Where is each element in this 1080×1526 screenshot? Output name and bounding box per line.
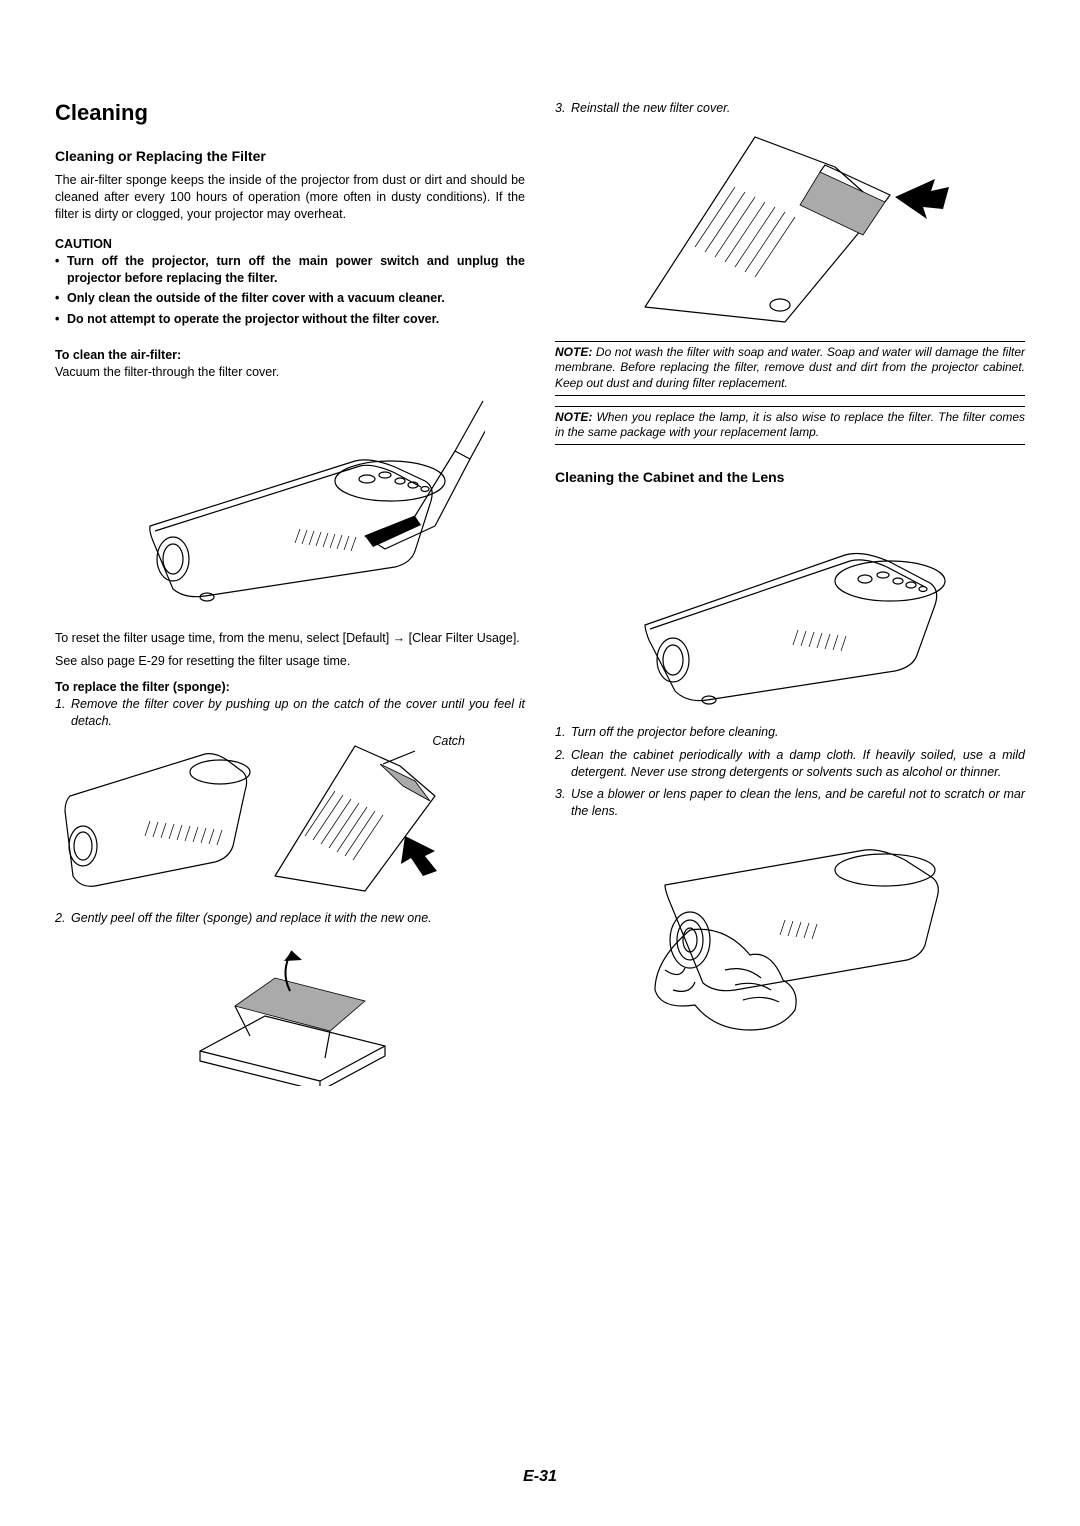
section-cabinet-heading: Cleaning the Cabinet and the Lens — [555, 469, 1025, 485]
step: Gently peel off the filter (sponge) and … — [55, 910, 525, 927]
step: Reinstall the new filter cover. — [555, 100, 1025, 117]
catch-label: Catch — [432, 734, 465, 748]
figure-cabinet — [555, 495, 1025, 710]
sponge-svg — [180, 936, 400, 1086]
cabinet-svg — [595, 495, 985, 710]
projector-vacuum-svg — [95, 391, 485, 616]
replace-steps-3: Reinstall the new filter cover. — [555, 100, 1025, 117]
lens-svg — [595, 830, 985, 1040]
replace-steps-2: Gently peel off the filter (sponge) and … — [55, 910, 525, 927]
reset-text: To reset the filter usage time, from the… — [55, 630, 525, 647]
step: Turn off the projector before cleaning. — [555, 724, 1025, 741]
caution-heading: CAUTION — [55, 237, 525, 251]
figure-catch-row: Catch — [55, 736, 525, 896]
see-also: See also page E-29 for resetting the fil… — [55, 653, 525, 670]
note-block-1: NOTE: Do not wash the filter with soap a… — [555, 341, 1025, 396]
page-title: Cleaning — [55, 100, 525, 126]
note-text: Do not wash the filter with soap and wat… — [555, 345, 1025, 390]
clean-subhead: To clean the air-filter: — [55, 348, 525, 362]
filter-catch-svg — [265, 736, 465, 896]
step: Clean the cabinet periodically with a da… — [555, 747, 1025, 781]
section-filter-heading: Cleaning or Replacing the Filter — [55, 148, 525, 164]
figure-lens-clean — [555, 830, 1025, 1040]
figure-vacuum — [55, 391, 525, 616]
figure-reinstall — [555, 127, 1025, 327]
reinstall-svg — [625, 127, 955, 327]
note-label: NOTE: — [555, 345, 592, 359]
page-number: E-31 — [0, 1468, 1080, 1486]
caution-list: Turn off the projector, turn off the mai… — [55, 253, 525, 329]
projector-side-svg — [55, 736, 255, 896]
caution-item: Turn off the projector, turn off the mai… — [55, 253, 525, 287]
replace-subhead: To replace the filter (sponge): — [55, 680, 525, 694]
note-text: When you replace the lamp, it is also wi… — [555, 410, 1025, 440]
figure-sponge — [55, 936, 525, 1086]
clean-text: Vacuum the filter-through the filter cov… — [55, 364, 525, 381]
note-label: NOTE: — [555, 410, 592, 424]
cabinet-steps: Turn off the projector before cleaning. … — [555, 724, 1025, 820]
caution-item: Do not attempt to operate the projector … — [55, 311, 525, 328]
step: Remove the filter cover by pushing up on… — [55, 696, 525, 730]
filter-intro: The air-filter sponge keeps the inside o… — [55, 172, 525, 223]
note-block-2: NOTE: When you replace the lamp, it is a… — [555, 406, 1025, 445]
replace-steps-1: Remove the filter cover by pushing up on… — [55, 696, 525, 730]
step: Use a blower or lens paper to clean the … — [555, 786, 1025, 820]
caution-item: Only clean the outside of the filter cov… — [55, 290, 525, 307]
